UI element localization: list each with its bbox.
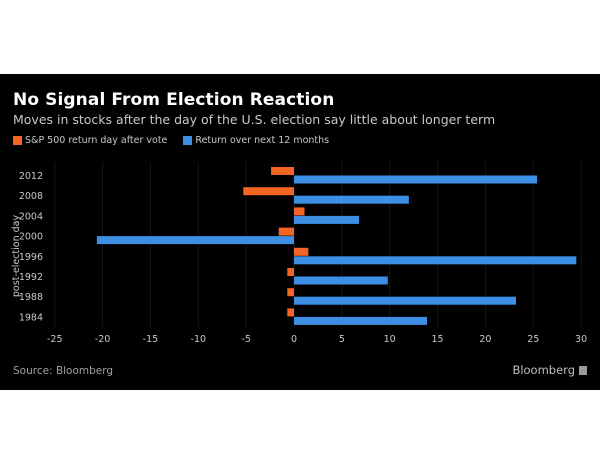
bar-12-months-2008 — [294, 195, 409, 204]
x-tick-labels: -25 -20 -15 -10 -5 0 5 10 15 20 25 30 — [47, 334, 587, 345]
legend-swatch-blue — [183, 136, 193, 145]
bar-day-after-1992 — [287, 268, 294, 276]
chart-panel: No Signal From Election Reaction Moves i… — [0, 74, 600, 390]
bar-12-months-2000 — [96, 236, 294, 245]
x-tick-label: 25 — [527, 334, 539, 345]
bar-12-months-1988 — [294, 296, 517, 305]
legend-label-12-months: Return over next 12 months — [195, 135, 330, 146]
chart-title: No Signal From Election Reaction — [13, 90, 335, 110]
source-note: Source: Bloomberg — [13, 365, 114, 377]
bar-day-after-2000 — [278, 227, 294, 236]
bar-12-months-2004 — [294, 215, 360, 224]
x-tick-label: -10 — [191, 334, 207, 345]
bar-day-after-2012 — [271, 167, 294, 175]
x-tick-label: 10 — [384, 334, 396, 345]
bar-day-after-2004 — [294, 207, 305, 216]
category-label: 2008 — [19, 191, 43, 202]
category-label: 2012 — [19, 171, 43, 182]
category-label: 1996 — [19, 252, 43, 263]
x-tick-label: 0 — [291, 334, 297, 345]
brand-icon — [579, 365, 587, 375]
brand-logo: Bloomberg — [512, 363, 587, 377]
bar-day-after-2008 — [243, 187, 294, 196]
bar-day-after-1996 — [294, 247, 309, 256]
x-tick-label: 5 — [339, 334, 345, 345]
legend: S&P 500 return day after vote Return ove… — [13, 135, 345, 146]
category-label: 1992 — [19, 272, 43, 283]
category-label: 2004 — [19, 211, 43, 222]
bar-12-months-1984 — [294, 316, 428, 325]
x-tick-label: -5 — [241, 334, 250, 345]
y-axis-title: post-election day — [11, 215, 22, 298]
category-label: 1988 — [19, 292, 43, 303]
category-label: 1984 — [19, 312, 43, 323]
legend-swatch-orange — [13, 136, 22, 145]
brand-text: Bloomberg — [512, 363, 575, 377]
bar-12-months-1996 — [294, 256, 577, 265]
x-tick-label: 15 — [432, 334, 444, 345]
legend-item-day-after: S&P 500 return day after vote — [13, 135, 167, 146]
x-tick-label: 20 — [479, 334, 491, 345]
bar-12-months-1992 — [294, 276, 388, 285]
x-tick-label: -25 — [47, 334, 63, 345]
x-tick-label: -15 — [143, 334, 159, 345]
chart-subtitle: Moves in stocks after the day of the U.S… — [13, 112, 496, 127]
bars — [96, 167, 577, 325]
x-tick-label: 30 — [575, 334, 587, 345]
bar-12-months-2012 — [294, 175, 538, 184]
legend-item-12-months: Return over next 12 months — [183, 135, 329, 146]
bar-day-after-1988 — [287, 288, 294, 297]
x-tick-label: -20 — [95, 334, 111, 345]
category-label: 2000 — [19, 232, 43, 243]
legend-label-day-after: S&P 500 return day after vote — [25, 135, 168, 146]
category-labels: 2012 2008 2004 2000 1996 1992 1988 1984 — [19, 171, 43, 323]
bar-day-after-1984 — [287, 308, 294, 317]
